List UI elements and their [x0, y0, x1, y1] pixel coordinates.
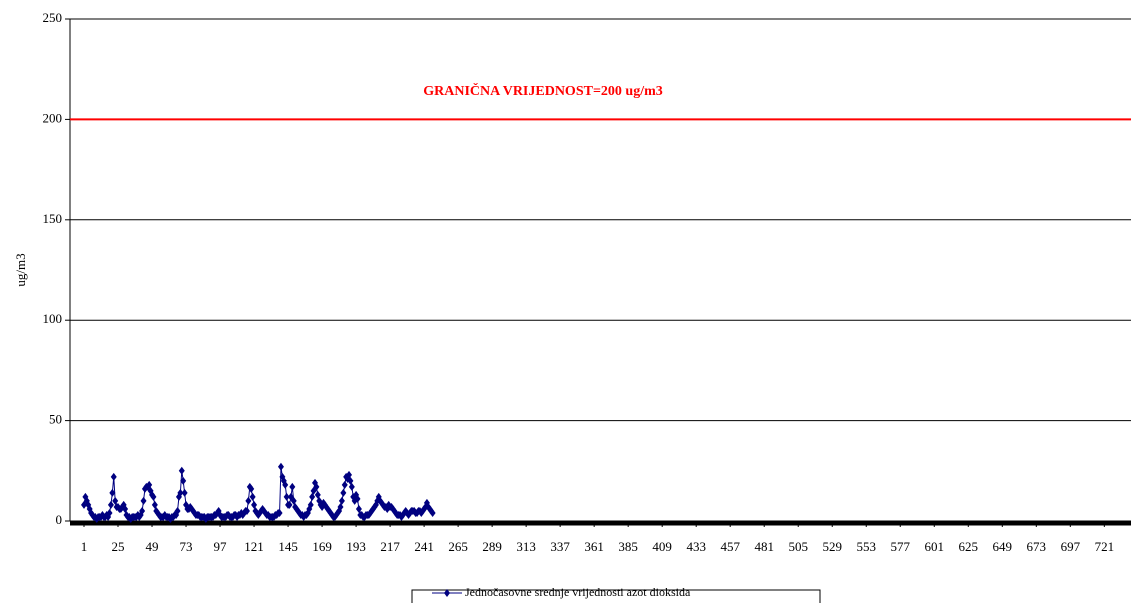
- marker: [215, 506, 222, 515]
- marker: [243, 506, 250, 515]
- marker: [348, 482, 355, 491]
- x-tick-label: 457: [720, 539, 740, 554]
- marker: [304, 508, 311, 517]
- x-tick-label: 649: [993, 539, 1013, 554]
- marker: [341, 480, 348, 489]
- x-tick-label: 241: [414, 539, 434, 554]
- x-tick-label: 1: [81, 539, 88, 554]
- marker: [139, 506, 146, 515]
- marker: [313, 482, 320, 491]
- x-tick-label: 529: [822, 539, 842, 554]
- marker: [346, 470, 353, 479]
- y-tick-label: 50: [49, 412, 62, 427]
- y-tick-label: 0: [56, 512, 63, 527]
- marker: [109, 488, 116, 497]
- x-tick-label: 313: [516, 539, 536, 554]
- x-tick-label: 481: [754, 539, 774, 554]
- x-tick-label: 25: [112, 539, 125, 554]
- marker: [122, 504, 129, 513]
- marker: [106, 508, 113, 517]
- marker: [150, 492, 157, 501]
- marker: [248, 484, 255, 493]
- marker: [110, 472, 117, 481]
- y-axis-label: ug/m3: [13, 253, 28, 286]
- x-tick-label: 193: [346, 539, 366, 554]
- marker: [277, 462, 284, 471]
- x-tick-label: 49: [146, 539, 159, 554]
- marker: [140, 496, 147, 505]
- x-tick-label: 505: [788, 539, 808, 554]
- x-tick-label: 217: [380, 539, 400, 554]
- x-tick-label: 721: [1095, 539, 1115, 554]
- x-tick-label: 73: [180, 539, 193, 554]
- x-tick-label: 673: [1027, 539, 1047, 554]
- marker: [347, 476, 354, 485]
- x-tick-label: 625: [959, 539, 979, 554]
- marker: [337, 502, 344, 511]
- marker: [354, 494, 361, 503]
- legend-label: Jednočasovne srednje vrijednosti azot di…: [465, 585, 691, 599]
- marker: [245, 496, 252, 505]
- x-tick-label: 145: [278, 539, 298, 554]
- marker: [282, 480, 289, 489]
- x-tick-label: 697: [1061, 539, 1081, 554]
- marker: [86, 504, 93, 513]
- marker: [290, 496, 297, 505]
- marker: [151, 500, 158, 509]
- marker: [180, 476, 187, 485]
- marker: [307, 500, 314, 509]
- y-tick-label: 150: [43, 211, 63, 226]
- legend-box: [411, 589, 821, 603]
- marker: [181, 488, 188, 497]
- marker: [289, 482, 296, 491]
- marker: [314, 490, 321, 499]
- x-tick-label: 265: [448, 539, 468, 554]
- marker: [174, 506, 181, 515]
- x-tick-label: 337: [550, 539, 570, 554]
- marker: [338, 496, 345, 505]
- x-tick-label: 169: [312, 539, 332, 554]
- y-tick-label: 200: [43, 110, 63, 125]
- marker: [355, 504, 362, 513]
- marker: [146, 480, 153, 489]
- x-tick-label: 97: [214, 539, 228, 554]
- x-tick-label: 433: [686, 539, 706, 554]
- marker: [429, 508, 436, 517]
- marker: [286, 500, 293, 509]
- marker: [107, 500, 114, 509]
- limit-label: GRANIČNA VRIJEDNOST=200 ug/m3: [423, 82, 663, 99]
- x-tick-label: 601: [925, 539, 945, 554]
- x-tick-label: 553: [857, 539, 877, 554]
- marker: [178, 466, 185, 475]
- x-tick-label: 409: [652, 539, 672, 554]
- x-tick-label: 121: [244, 539, 264, 554]
- marker: [249, 492, 256, 501]
- legend-marker: [444, 589, 450, 597]
- x-tick-label: 577: [891, 539, 911, 554]
- x-tick-label: 385: [618, 539, 638, 554]
- marker: [309, 492, 316, 501]
- marker: [283, 492, 290, 501]
- marker: [251, 500, 258, 509]
- marker: [112, 496, 119, 505]
- y-tick-label: 250: [43, 10, 63, 25]
- x-tick-label: 289: [482, 539, 502, 554]
- marker: [276, 508, 283, 517]
- marker: [177, 488, 184, 497]
- x-tick-label: 361: [584, 539, 604, 554]
- y-tick-label: 100: [43, 311, 63, 326]
- marker: [340, 488, 347, 497]
